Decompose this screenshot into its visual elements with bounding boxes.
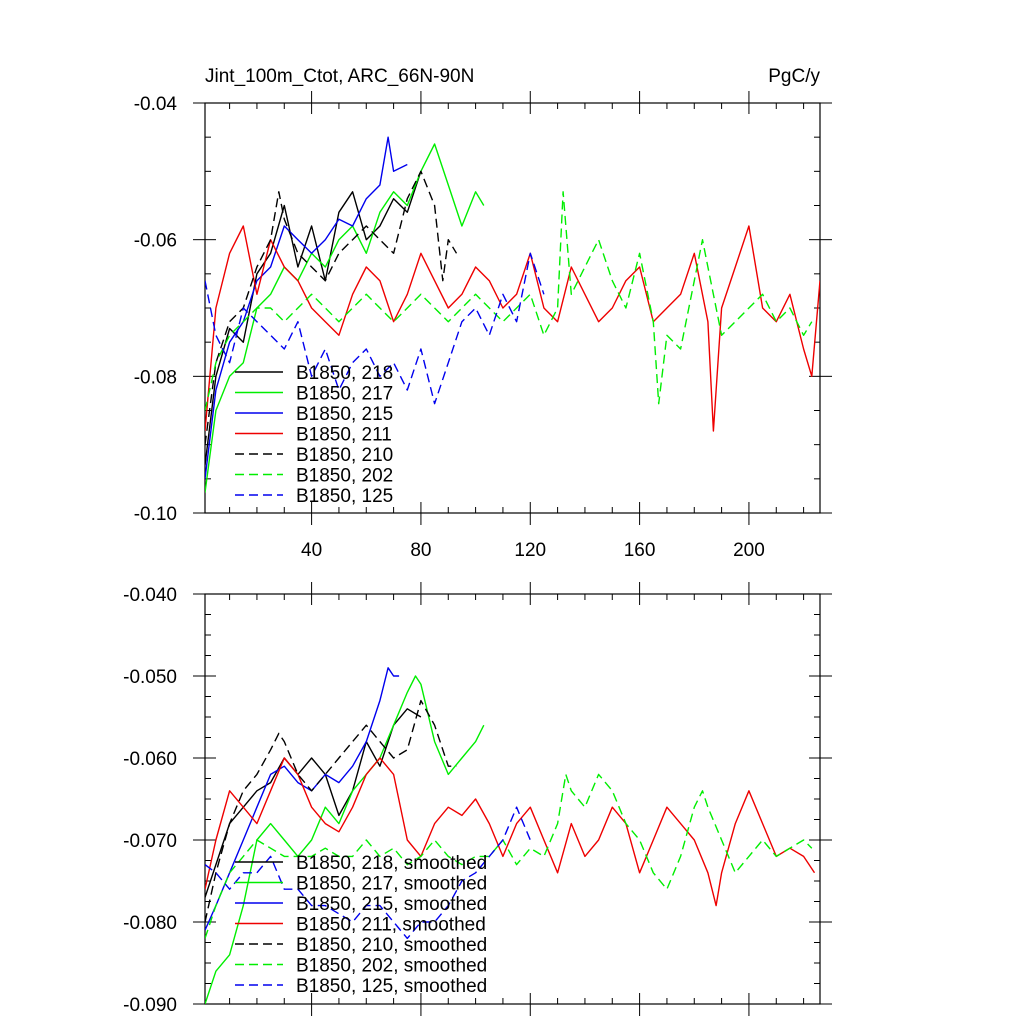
- top-ytick-label-1: -0.06: [134, 231, 177, 252]
- bottom-legend-label-5: B1850, 202, smoothed: [296, 956, 487, 977]
- bottom-ytick-label-3: -0.070: [123, 831, 177, 852]
- bottom-series-line-0: [205, 708, 422, 898]
- top-series-line-4: [205, 170, 458, 445]
- bottom-legend-label-6: B1850, 125, smoothed: [296, 976, 487, 997]
- top-xtick-label-2: 120: [514, 540, 546, 561]
- top-series-line-2: [205, 136, 408, 479]
- top-series-group: [205, 136, 820, 493]
- top-ytick-label-3: -0.10: [134, 504, 177, 525]
- top-series-line-1: [205, 143, 485, 493]
- top-xtick-label-3: 160: [624, 540, 656, 561]
- top-legend-label-5: B1850, 202: [296, 466, 393, 487]
- top-legend-label-2: B1850, 215: [296, 404, 393, 425]
- bottom-ytick-label-2: -0.060: [123, 749, 177, 770]
- bottom-ytick-label-5: -0.090: [123, 995, 177, 1016]
- units-label: PgC/y: [768, 66, 820, 87]
- bottom-series-line-5: [205, 773, 813, 939]
- top-legend-label-3: B1850, 211: [296, 425, 392, 446]
- top-legend-label-6: B1850, 125: [296, 486, 393, 507]
- bottom-legend-label-0: B1850, 218, smoothed: [296, 853, 487, 874]
- top-xtick-label-4: 200: [733, 540, 765, 561]
- top-panel: -0.04 -0.06 -0.08 -0.10 40 80 120 160 200 B1850, …: [134, 91, 832, 561]
- top-series-line-3: [205, 225, 820, 432]
- top-ytick-label-0: -0.04: [134, 94, 178, 115]
- bottom-series-line-3: [205, 757, 816, 907]
- chart-title: Jint_100m_Ctot, ARC_66N-90N: [205, 66, 474, 87]
- bottom-series-group: [205, 667, 816, 1004]
- top-series-line-0: [205, 171, 422, 466]
- top-legend-label-4: B1850, 210: [296, 445, 393, 466]
- top-series-line-6: [205, 252, 545, 405]
- bottom-legend-label-2: B1850, 215, smoothed: [296, 894, 487, 915]
- top-xtick-label-0: 40: [301, 540, 322, 561]
- bottom-ytick-label-4: -0.080: [123, 913, 177, 934]
- top-xtick-label-1: 80: [410, 540, 431, 561]
- bottom-series-line-6: [205, 806, 531, 940]
- top-legend-label-0: B1850, 218: [296, 363, 393, 384]
- top-series-line-5: [205, 191, 813, 411]
- bottom-ytick-label-1: -0.050: [123, 667, 177, 688]
- top-legend-label-1: B1850, 217: [296, 384, 393, 405]
- bottom-ytick-label-0: -0.040: [123, 585, 177, 606]
- bottom-panel: -0.040 -0.050 -0.060 -0.070 -0.080 -0.090 B185…: [123, 582, 832, 1016]
- top-ytick-label-2: -0.08: [134, 367, 177, 388]
- bottom-series-line-4: [205, 699, 457, 923]
- bottom-legend-label-3: B1850, 211, smoothed: [296, 915, 486, 936]
- bottom-legend-label-4: B1850, 210, smoothed: [296, 935, 487, 956]
- bottom-legend-label-1: B1850, 217, smoothed: [296, 874, 487, 895]
